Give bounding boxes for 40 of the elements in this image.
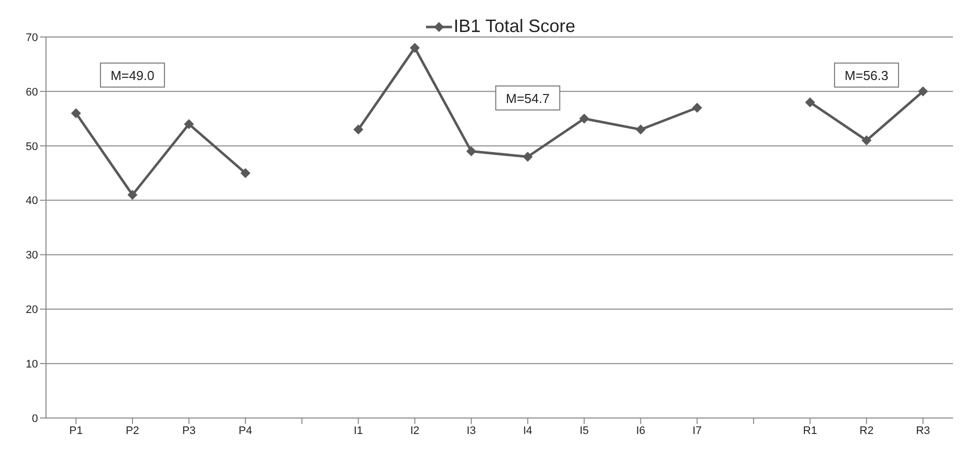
x-tick-label: R1	[803, 424, 818, 437]
y-tick-label: 40	[26, 195, 38, 208]
x-tick-label: P2	[126, 424, 140, 437]
y-tick-label: 20	[26, 304, 38, 316]
point	[579, 114, 590, 124]
x-tick-label: P4	[238, 424, 252, 437]
x-tick-label: I3	[466, 424, 476, 437]
x-tick-label: I4	[523, 424, 532, 437]
x-tick-label: P3	[182, 424, 196, 437]
point	[127, 190, 138, 200]
y-tick-label: 50	[26, 140, 38, 153]
x-tick-label: R2	[860, 424, 874, 437]
point	[636, 124, 646, 135]
y-tick-label: 60	[26, 86, 38, 98]
annotation: M=54.7	[506, 90, 550, 106]
x-tick-label: I1	[354, 424, 363, 437]
x-tick-label: R3	[916, 424, 930, 437]
annotation: M=56.3	[844, 68, 888, 84]
legend-label: IB1 Total Score	[452, 16, 576, 37]
x-tick-label: P1	[69, 424, 83, 437]
point	[71, 108, 81, 118]
point	[522, 152, 533, 162]
y-tick-label: 30	[26, 250, 38, 262]
y-tick-label: 10	[26, 358, 38, 370]
point	[184, 119, 194, 130]
point	[692, 102, 702, 113]
point	[353, 124, 364, 135]
point	[466, 146, 476, 156]
annotation: M=49.0	[110, 68, 154, 84]
y-tick-label: 0	[32, 412, 38, 425]
y-tick-label: 70	[26, 32, 38, 44]
x-tick-label: I6	[636, 424, 646, 437]
point	[862, 135, 872, 146]
x-tick-label: I7	[692, 424, 702, 437]
x-tick-label: I5	[580, 424, 589, 437]
x-tick-label: I2	[410, 424, 420, 437]
point	[410, 42, 420, 53]
point	[805, 97, 816, 108]
point	[240, 168, 250, 178]
point	[918, 86, 928, 96]
